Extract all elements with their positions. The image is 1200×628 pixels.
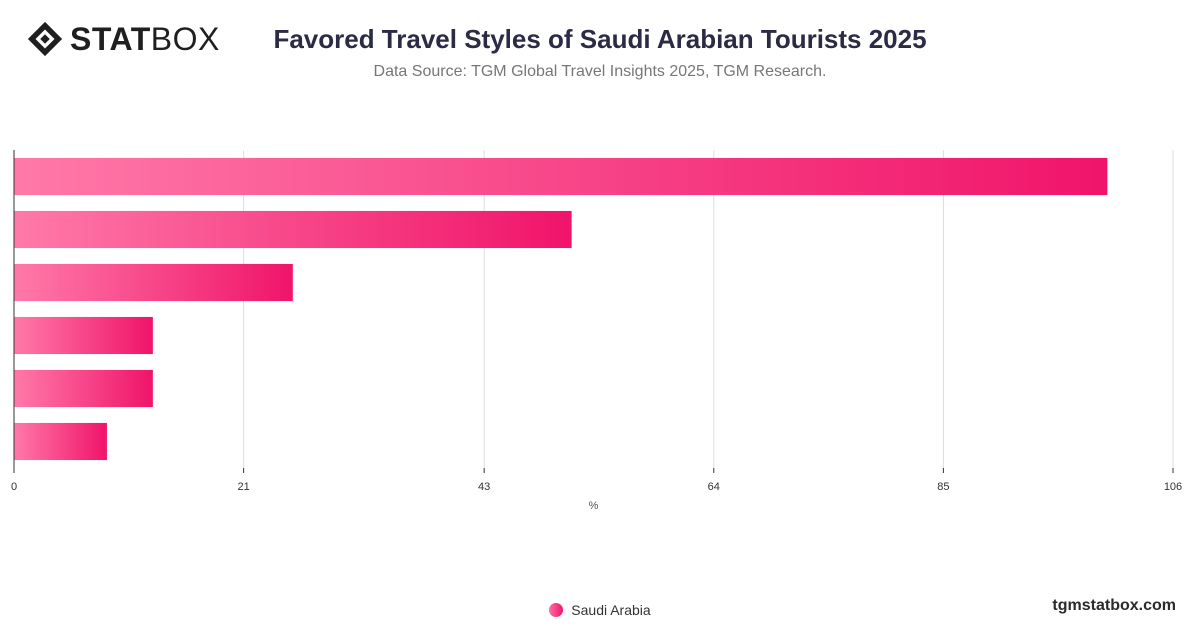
statbox-logo: STATBOX — [26, 20, 220, 58]
logo-wordmark: STATBOX — [70, 23, 220, 55]
x-tick-label: 21 — [237, 481, 249, 493]
x-tick-label: 64 — [708, 481, 720, 493]
logo-text-bold: STAT — [70, 21, 151, 57]
legend[interactable]: Saudi Arabia — [0, 602, 1200, 618]
chart-title: Favored Travel Styles of Saudi Arabian T… — [273, 24, 927, 54]
x-tick-label: 43 — [478, 481, 490, 493]
x-tick-label: 0 — [11, 481, 17, 493]
logo-text-light: BOX — [150, 21, 220, 57]
statbox-diamond-icon — [27, 21, 63, 57]
x-tick-label: 106 — [1164, 481, 1182, 493]
bar-3[interactable] — [14, 263, 293, 302]
x-axis-label: % — [589, 500, 599, 512]
bars — [14, 157, 1108, 461]
legend-label: Saudi Arabia — [571, 602, 651, 618]
bar-6[interactable] — [14, 422, 107, 461]
bar-2[interactable] — [14, 210, 572, 249]
watermark: tgmstatbox.com — [1052, 597, 1176, 614]
axes: 0 21 43 64 85 106% — [11, 150, 1182, 512]
legend-swatch — [549, 603, 564, 617]
bar-4[interactable] — [14, 316, 153, 355]
grid-lines — [243, 150, 1174, 468]
bar-1[interactable] — [14, 157, 1108, 196]
x-tick-label: 85 — [937, 481, 949, 493]
chart-subtitle: Data Source: TGM Global Travel Insights … — [373, 63, 827, 80]
bar-5[interactable] — [14, 369, 153, 408]
